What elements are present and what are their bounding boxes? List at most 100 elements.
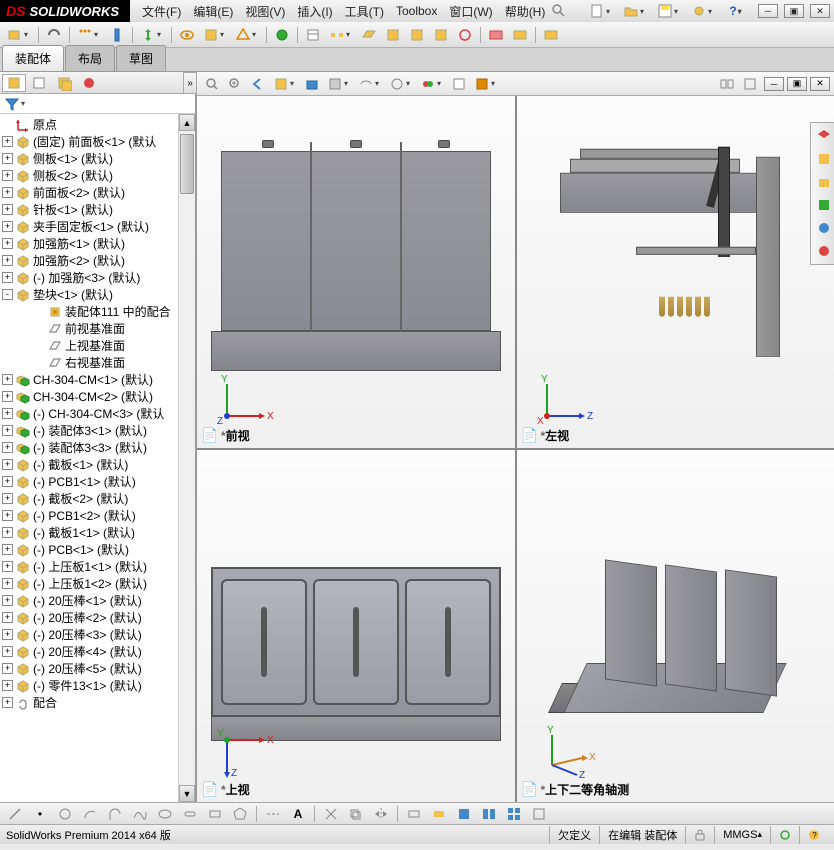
display-tab[interactable] xyxy=(77,74,101,92)
menu-view[interactable]: 视图(V) xyxy=(239,3,291,20)
tree-item[interactable]: +(-) 装配体3<1> (默认) xyxy=(0,422,195,439)
spline-button[interactable] xyxy=(129,803,151,825)
appearance-button[interactable]: ▾ xyxy=(417,73,447,95)
tree-expander[interactable]: - xyxy=(2,289,13,300)
tree-item[interactable]: +(-) 20压棒<4> (默认) xyxy=(0,643,195,660)
new-doc-button[interactable]: ▾ xyxy=(586,0,616,22)
minimize-button[interactable]: ─ xyxy=(758,4,778,18)
tree-expander[interactable]: + xyxy=(2,578,13,589)
vp-menu-icon[interactable]: 📄 xyxy=(201,427,218,444)
tree-expander[interactable]: + xyxy=(2,272,13,283)
tree-item[interactable]: +夹手固定板<1> (默认) xyxy=(0,218,195,235)
menu-insert[interactable]: 插入(I) xyxy=(291,3,338,20)
zoom-area-button[interactable] xyxy=(224,73,246,95)
tree-expander[interactable]: + xyxy=(2,510,13,521)
status-rebuild-icon[interactable] xyxy=(770,826,799,844)
tree-expander[interactable]: + xyxy=(2,544,13,555)
ellipse-button[interactable] xyxy=(154,803,176,825)
menu-tools[interactable]: 工具(T) xyxy=(339,3,390,20)
four-view-button[interactable] xyxy=(503,803,525,825)
tree-expander[interactable]: + xyxy=(2,629,13,640)
arc-button[interactable] xyxy=(79,803,101,825)
filter-icon[interactable] xyxy=(4,96,20,112)
tree-expander[interactable]: + xyxy=(2,595,13,606)
tree-item[interactable]: +(-) 截板<2> (默认) xyxy=(0,490,195,507)
polygon-button[interactable] xyxy=(229,803,251,825)
tree-item[interactable]: 装配体111 中的配合 xyxy=(0,303,195,320)
custom-props-tab[interactable] xyxy=(813,240,834,262)
tree-expander[interactable]: + xyxy=(2,425,13,436)
tab-sketch[interactable]: 草图 xyxy=(116,45,166,71)
scene-button[interactable]: ▾ xyxy=(386,73,416,95)
rectangle-button[interactable] xyxy=(204,803,226,825)
tree-expander[interactable] xyxy=(34,357,45,368)
tree-expander[interactable]: + xyxy=(2,391,13,402)
tool-b-button[interactable] xyxy=(406,24,428,46)
restore-button[interactable]: ▣ xyxy=(784,4,804,18)
tree-expander[interactable]: + xyxy=(2,561,13,572)
tree-item[interactable]: +(-) 零件13<1> (默认) xyxy=(0,677,195,694)
tree-expander[interactable]: + xyxy=(2,697,13,708)
property-tab[interactable] xyxy=(27,74,51,92)
tool-a-button[interactable] xyxy=(382,24,404,46)
tree-expander[interactable]: + xyxy=(2,459,13,470)
viewport-front[interactable]: Y X Z 📄 *前视 xyxy=(197,96,515,448)
mirror-button[interactable] xyxy=(370,803,392,825)
appearances-tab[interactable] xyxy=(813,217,834,239)
tool-c-button[interactable] xyxy=(430,24,452,46)
vp-menu-icon[interactable]: 📄 xyxy=(521,427,538,444)
smart-fasteners-button[interactable] xyxy=(106,24,128,46)
snap1-button[interactable] xyxy=(428,803,450,825)
view-orient-button[interactable] xyxy=(301,73,323,95)
tree-item[interactable]: +(固定) 前面板<1> (默认 xyxy=(0,133,195,150)
tree-item[interactable]: +(-) 截板<1> (默认) xyxy=(0,456,195,473)
tree-item[interactable]: +(-) 20压棒<2> (默认) xyxy=(0,609,195,626)
linear-pattern-button[interactable]: ▾ xyxy=(74,24,104,46)
tree-item[interactable]: 右视基准面 xyxy=(0,354,195,371)
tree-item[interactable]: +(-) 20压棒<5> (默认) xyxy=(0,660,195,677)
bom-button[interactable] xyxy=(302,24,324,46)
tab-assembly[interactable]: 装配体 xyxy=(2,45,64,71)
tree-expander[interactable]: + xyxy=(2,255,13,266)
tree-scrollbar[interactable]: ▲ ▼ xyxy=(178,114,195,802)
link-views-button[interactable] xyxy=(528,803,550,825)
tool-e-button[interactable] xyxy=(485,24,507,46)
text-button[interactable]: A xyxy=(287,803,309,825)
tree-item[interactable]: 前视基准面 xyxy=(0,320,195,337)
edit-appearance-button[interactable]: ▾ xyxy=(471,73,501,95)
tree-expander[interactable] xyxy=(34,340,45,351)
single-view-button[interactable] xyxy=(453,803,475,825)
tree-item[interactable]: +前面板<2> (默认) xyxy=(0,184,195,201)
viewport-dimetric[interactable]: Y X Z 📄 *上下二等角轴测 xyxy=(517,450,834,802)
tree-expander[interactable]: + xyxy=(2,221,13,232)
design-library-tab[interactable] xyxy=(813,148,834,170)
vp-menu-icon[interactable]: 📄 xyxy=(521,781,538,798)
vp-single-button[interactable] xyxy=(739,73,761,95)
tree-expander[interactable]: + xyxy=(2,663,13,674)
tool-d-button[interactable] xyxy=(454,24,476,46)
mate-button[interactable] xyxy=(43,24,65,46)
tree-expander[interactable]: + xyxy=(2,238,13,249)
instant3d-button[interactable] xyxy=(358,24,380,46)
tree-item[interactable]: +(-) 装配体3<3> (默认) xyxy=(0,439,195,456)
new-motion-button[interactable] xyxy=(271,24,293,46)
tree-expander[interactable]: + xyxy=(2,442,13,453)
show-hidden-button[interactable] xyxy=(176,24,198,46)
view-palette-tab[interactable] xyxy=(813,194,834,216)
zoom-fit-button[interactable] xyxy=(201,73,223,95)
panel-collapse-handle[interactable]: » xyxy=(183,72,197,94)
tree-item[interactable]: +(-) 20压棒<3> (默认) xyxy=(0,626,195,643)
section-view-button[interactable]: ▾ xyxy=(270,73,300,95)
tree-item[interactable]: +(-) 上压板1<2> (默认) xyxy=(0,575,195,592)
tree-item[interactable]: +侧板<1> (默认) xyxy=(0,150,195,167)
tangent-arc-button[interactable] xyxy=(104,803,126,825)
circle-button[interactable] xyxy=(54,803,76,825)
two-view-button[interactable] xyxy=(478,803,500,825)
tree-expander[interactable] xyxy=(34,323,45,334)
hide-show-button[interactable]: ▾ xyxy=(355,73,385,95)
menu-edit[interactable]: 编辑(E) xyxy=(187,3,239,20)
viewport-left[interactable]: Y Z X 📄 *左视 xyxy=(517,96,834,448)
menu-file[interactable]: 文件(F) xyxy=(136,3,187,20)
tree-expander[interactable]: + xyxy=(2,187,13,198)
reference-geom-button[interactable]: ▾ xyxy=(232,24,262,46)
